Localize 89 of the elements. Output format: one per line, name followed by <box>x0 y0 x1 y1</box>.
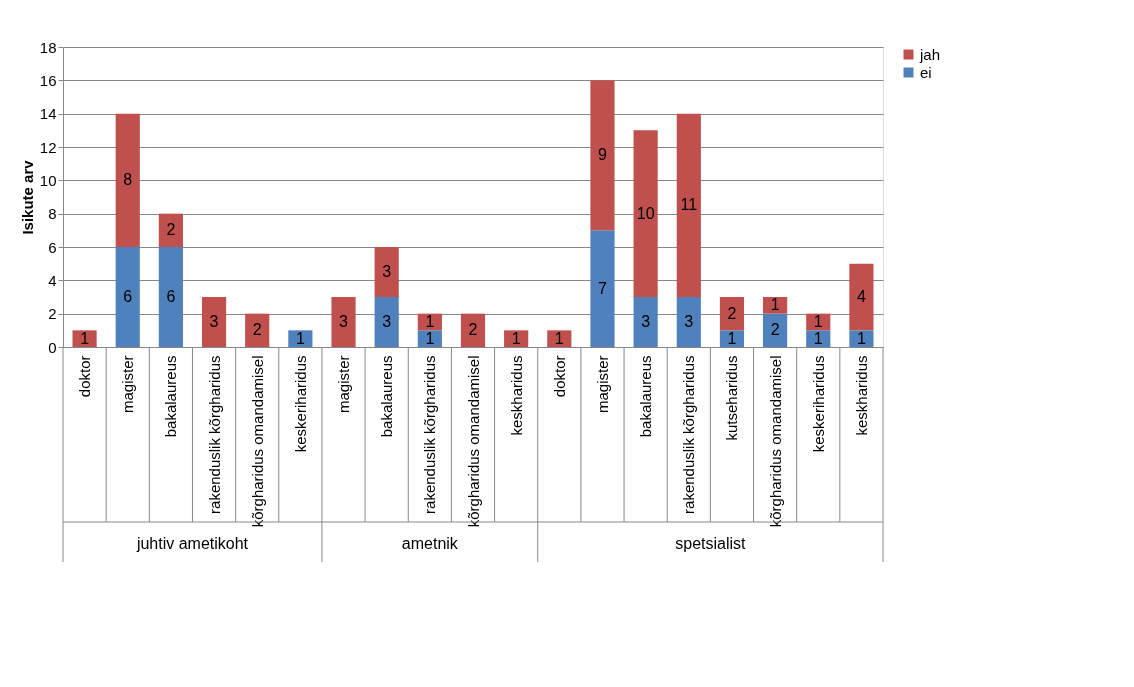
bar <box>245 313 270 347</box>
x-tick-label: keskeriharidus <box>291 355 309 453</box>
y-tick-label: 8 <box>48 205 57 223</box>
data-label: 1 <box>813 329 823 347</box>
y-tick-label: 10 <box>39 171 57 189</box>
x-tick-label: kõrgharidus omandamisel <box>248 355 266 528</box>
bar <box>633 130 658 297</box>
bar <box>115 247 140 347</box>
data-label: 3 <box>209 313 219 330</box>
x-tick-label: bakalaureus <box>637 355 655 438</box>
bar <box>719 297 745 331</box>
bar <box>374 297 399 347</box>
x-tick-label: bakalaureus <box>378 355 396 438</box>
data-label: 2 <box>166 221 176 239</box>
bar <box>374 247 399 297</box>
data-label: 1 <box>554 329 564 347</box>
text: spetsialist <box>675 535 747 552</box>
bar <box>460 313 486 347</box>
bar <box>849 263 874 331</box>
y-tick-label: 16 <box>39 71 57 89</box>
bar <box>763 313 788 347</box>
y-tick-label: 14 <box>39 105 57 123</box>
data-label: 1 <box>295 329 305 347</box>
data-label: 3 <box>641 313 651 330</box>
data-label: 1 <box>425 329 435 347</box>
x-tick-label: kõrgharidus omandamisel <box>464 355 482 528</box>
data-label: 1 <box>727 329 737 347</box>
text: ametnik <box>401 535 459 552</box>
y-axis-title: Isikute arv <box>18 159 36 235</box>
x-tick-label: doktor <box>76 355 94 398</box>
y-tick-label: 4 <box>48 271 57 289</box>
data-label: 11 <box>680 196 698 214</box>
x-tick-label: rakenduslik kõrgharidus <box>680 355 698 514</box>
y-tick-label: 18 <box>39 38 57 56</box>
data-label: 1 <box>813 313 823 330</box>
data-label: 6 <box>166 288 176 305</box>
x-tick-label: kutseharidus <box>723 355 741 441</box>
bar <box>72 330 97 347</box>
bar <box>633 297 658 347</box>
data-label: 3 <box>684 313 694 330</box>
x-tick-label: keskharidus <box>507 355 525 436</box>
bar <box>158 213 183 247</box>
x-tick-label: magister <box>335 355 353 414</box>
bar <box>288 330 313 347</box>
data-label: 3 <box>382 263 392 280</box>
bar <box>417 330 442 347</box>
x-tick-label: bakalaureus <box>162 355 180 438</box>
data-label: 3 <box>382 313 392 330</box>
data-label: 1 <box>770 296 780 314</box>
bar <box>676 113 701 297</box>
data-label: 2 <box>727 304 737 322</box>
x-tick-label: rakenduslik kõrgharidus <box>421 355 439 514</box>
data-label: 10 <box>636 204 655 222</box>
data-label: 7 <box>598 279 608 297</box>
data-label: 2 <box>252 321 262 339</box>
y-tick-label: 6 <box>48 238 57 256</box>
bar <box>676 297 701 347</box>
data-label: 3 <box>339 313 349 330</box>
text: juhtiv ametikoht <box>135 535 249 552</box>
bar <box>331 297 356 347</box>
x-tick-label: rakenduslik kõrgharidus <box>205 355 223 514</box>
data-label: 1 <box>80 329 90 347</box>
bar <box>590 80 615 231</box>
x-tick-label: keskharidus <box>852 355 870 436</box>
data-label: 2 <box>770 321 780 339</box>
x-tick-label: magister <box>593 355 611 414</box>
bar <box>158 247 183 347</box>
x-tick-label: keskeriharidus <box>809 355 827 453</box>
legend-label: ei <box>920 63 932 81</box>
x-tick-label: kõrgharidus omandamisel <box>766 355 784 528</box>
y-tick-label: 2 <box>48 305 57 323</box>
data-label: 8 <box>123 171 133 189</box>
data-label: 4 <box>856 288 866 305</box>
bar <box>590 230 615 347</box>
y-tick-label: 12 <box>39 138 57 156</box>
bar <box>201 297 227 347</box>
data-label: 9 <box>598 146 608 164</box>
data-label: 1 <box>425 313 435 330</box>
data-label: 1 <box>856 329 866 347</box>
x-tick-label: doktor <box>550 355 568 398</box>
bar <box>719 330 745 347</box>
y-tick-label: 0 <box>48 338 57 356</box>
legend-label: jah <box>919 45 941 63</box>
data-label: 2 <box>468 321 478 339</box>
bar <box>115 113 140 247</box>
x-tick-label: magister <box>119 355 137 414</box>
data-label: 1 <box>511 329 521 347</box>
data-label: 6 <box>123 288 133 305</box>
bar <box>849 330 874 347</box>
